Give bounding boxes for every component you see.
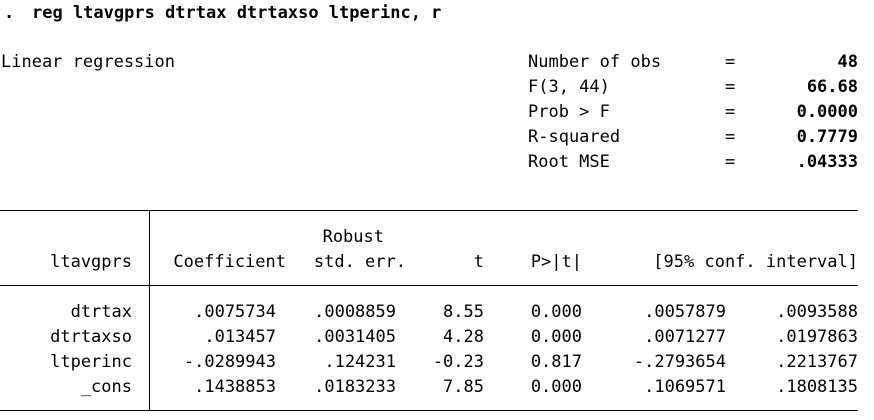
header-coefficient: Coefficient	[173, 252, 286, 272]
row-ci-low: .0071277	[644, 327, 726, 347]
stat-equals: =	[725, 127, 736, 147]
stat-value: 66.68	[806, 77, 858, 97]
row-variable: dtrtax	[70, 302, 132, 322]
row-t: 8.55	[443, 302, 484, 322]
row-std-err: .0031405	[314, 327, 396, 347]
table-bottom-rule	[0, 410, 858, 411]
row-p: 0.000	[530, 377, 582, 397]
row-t: 7.85	[443, 377, 484, 397]
row-p: 0.817	[530, 352, 582, 372]
row-coefficient: .1438853	[194, 377, 276, 397]
table-column-divider	[149, 210, 150, 410]
header-p: P>|t|	[530, 252, 582, 272]
row-ci-low: .1069571	[644, 377, 726, 397]
stat-label: Prob > F	[528, 102, 610, 122]
stat-label: Number of obs	[528, 52, 662, 72]
header-t: t	[473, 252, 484, 272]
stat-value: 0.7779	[796, 127, 858, 147]
header-conf-interval: [95% conf. interval]	[653, 252, 858, 272]
command-prompt: .	[4, 3, 15, 23]
stat-equals: =	[725, 77, 736, 97]
stat-equals: =	[725, 52, 736, 72]
row-t: 4.28	[443, 327, 484, 347]
row-t: -0.23	[432, 352, 484, 372]
stat-label: F(3, 44)	[528, 77, 610, 97]
row-ci-low: .0057879	[644, 302, 726, 322]
stat-equals: =	[725, 102, 736, 122]
row-std-err: .124231	[324, 352, 396, 372]
row-std-err: .0008859	[314, 302, 396, 322]
command-text: reg ltavgprs dtrtax dtrtaxso ltperinc, r	[32, 3, 442, 23]
model-title: Linear regression	[1, 52, 175, 72]
stat-value: 48	[837, 52, 858, 72]
row-coefficient: .013457	[204, 327, 276, 347]
header-robust: Robust	[322, 227, 384, 247]
row-coefficient: .0075734	[194, 302, 276, 322]
stat-equals: =	[725, 152, 736, 172]
stat-label: R-squared	[528, 127, 621, 147]
header-std-err: std. err.	[313, 252, 406, 272]
row-ci-low: -.2793654	[633, 352, 726, 372]
row-p: 0.000	[530, 302, 582, 322]
row-ci-high: .2213767	[776, 352, 858, 372]
row-variable: ltperinc	[50, 352, 132, 372]
row-std-err: .0183233	[314, 377, 396, 397]
stat-value: 0.0000	[796, 102, 858, 122]
row-variable: _cons	[80, 377, 132, 397]
row-ci-high: .0093588	[776, 302, 858, 322]
stat-value: .04333	[796, 152, 858, 172]
row-coefficient: -.0289943	[183, 352, 276, 372]
table-header-rule	[0, 285, 858, 286]
row-variable: dtrtaxso	[50, 327, 132, 347]
header-depvar: ltavgprs	[50, 252, 132, 272]
stat-label: Root MSE	[528, 152, 610, 172]
row-ci-high: .1808135	[776, 377, 858, 397]
row-ci-high: .0197863	[776, 327, 858, 347]
table-top-rule	[0, 210, 858, 211]
row-p: 0.000	[530, 327, 582, 347]
